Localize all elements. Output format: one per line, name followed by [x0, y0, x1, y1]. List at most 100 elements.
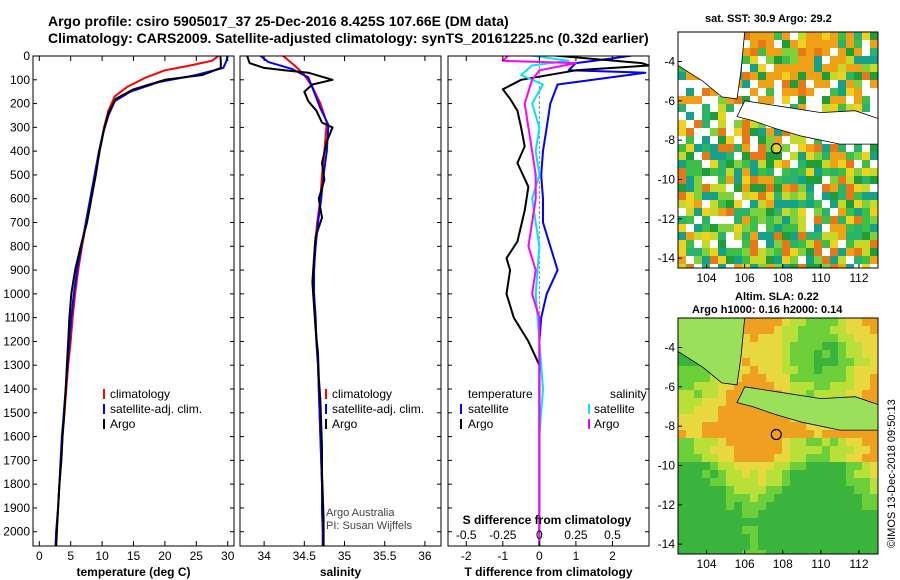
map-cell — [710, 160, 718, 168]
map-cell — [742, 240, 750, 248]
legend-label: climatology — [110, 387, 170, 401]
map-cell — [750, 526, 758, 534]
map-cell — [862, 358, 870, 366]
map-cell — [814, 318, 822, 326]
x-axis-label: salinity — [320, 565, 362, 579]
map-cell — [862, 366, 870, 374]
map-cell — [710, 152, 718, 160]
legend-label: Argo — [110, 417, 136, 431]
map-cell — [782, 256, 790, 264]
map-cell — [758, 56, 766, 64]
map-cell — [870, 112, 878, 120]
map-cell — [742, 80, 750, 88]
map-cell — [750, 382, 758, 390]
map-cell — [718, 184, 726, 192]
map-cell — [678, 494, 686, 502]
map-cell — [838, 216, 846, 224]
map-cell — [686, 526, 694, 534]
map-cell — [830, 32, 838, 40]
map-cell — [870, 64, 878, 72]
map-cell — [726, 414, 734, 422]
map-cell — [750, 40, 758, 48]
map-cell — [798, 40, 806, 48]
map-cell — [742, 550, 750, 554]
map-cell — [822, 486, 830, 494]
map-cell — [758, 136, 766, 144]
map-cell — [774, 366, 782, 374]
map-cell — [782, 56, 790, 64]
map-cell — [694, 390, 702, 398]
map-cell — [686, 446, 694, 454]
map-cell — [814, 88, 822, 96]
map-cell — [854, 366, 862, 374]
map-cell — [742, 176, 750, 184]
map-cell — [766, 382, 774, 390]
map-cell — [694, 494, 702, 502]
map-cell — [854, 350, 862, 358]
map-cell — [838, 334, 846, 342]
map-cell — [798, 366, 806, 374]
map-cell — [806, 350, 814, 358]
map-cell — [798, 390, 806, 398]
map-cell — [782, 176, 790, 184]
map-cell — [710, 502, 718, 510]
map-cell — [734, 192, 742, 200]
map-cell — [790, 438, 798, 446]
map-cell — [814, 518, 822, 526]
map-cell — [702, 398, 710, 406]
map-cell — [862, 192, 870, 200]
map-cell — [806, 534, 814, 542]
land-java — [736, 386, 878, 431]
map-cell — [870, 438, 878, 446]
map-cell — [854, 96, 862, 104]
map-cell — [774, 192, 782, 200]
map-cell — [822, 48, 830, 56]
map-cell — [718, 406, 726, 414]
map-cell — [870, 446, 878, 454]
map-cell — [814, 200, 822, 208]
map-cell — [774, 518, 782, 526]
map-cell — [694, 144, 702, 152]
map-cell — [758, 64, 766, 72]
map-cell — [726, 200, 734, 208]
map-cell — [718, 112, 726, 120]
map-cell — [806, 216, 814, 224]
map-cell — [702, 224, 710, 232]
map-cell — [686, 112, 694, 120]
map-cell — [766, 526, 774, 534]
map-cell — [766, 334, 774, 342]
map-cell — [846, 494, 854, 502]
annotation-text: PI: Susan Wijffels — [326, 520, 412, 532]
map-cell — [774, 358, 782, 366]
map-cell — [854, 32, 862, 40]
map-cell — [686, 478, 694, 486]
map-cell — [846, 534, 854, 542]
map-cell — [798, 350, 806, 358]
map-cell — [766, 96, 774, 104]
map-cell — [854, 470, 862, 478]
map-cell — [790, 446, 798, 454]
map-cell — [798, 422, 806, 430]
map-cell — [686, 104, 694, 112]
map-cell — [790, 342, 798, 350]
map-cell — [798, 446, 806, 454]
map-cell — [710, 136, 718, 144]
map-cell — [846, 88, 854, 96]
map-cell — [766, 502, 774, 510]
map-cell — [686, 534, 694, 542]
map-cell — [806, 326, 814, 334]
sla-map-title: Altim. SLA: 0.22 — [735, 291, 819, 303]
map-cell — [734, 390, 742, 398]
map-cell — [870, 342, 878, 350]
map-cell — [710, 112, 718, 120]
map-cell — [750, 342, 758, 350]
map-cell — [726, 192, 734, 200]
map-cell — [694, 104, 702, 112]
map-cell — [766, 192, 774, 200]
map-cell — [750, 248, 758, 256]
map-cell — [806, 358, 814, 366]
x-tick-label: 106 — [735, 557, 755, 571]
map-cell — [806, 168, 814, 176]
map-cell — [854, 200, 862, 208]
map-cell — [694, 112, 702, 120]
